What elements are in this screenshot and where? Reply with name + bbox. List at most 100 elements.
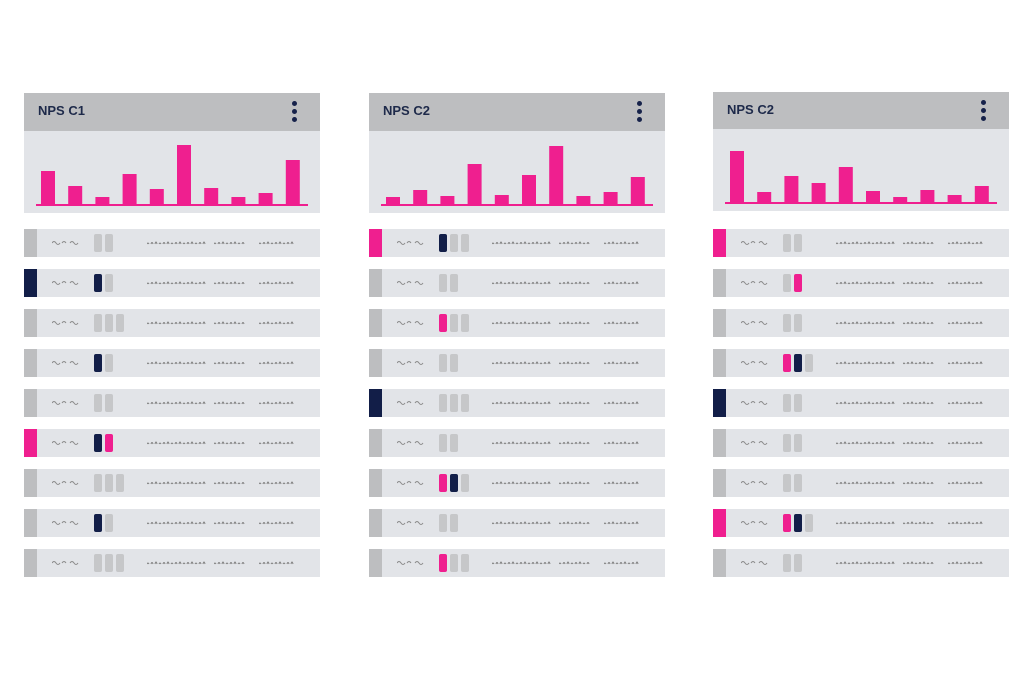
bar-1 [41, 171, 55, 204]
score-cell [783, 234, 791, 252]
score-cell [794, 474, 802, 492]
row-placeholder-scribble [147, 321, 206, 325]
row-placeholder-scribble [836, 521, 895, 525]
list-row[interactable] [24, 549, 320, 577]
list-row[interactable] [369, 389, 665, 417]
bar-1 [730, 151, 744, 202]
score-cell [439, 514, 447, 532]
list-row[interactable] [24, 469, 320, 497]
list-row[interactable] [713, 269, 1009, 297]
list-row[interactable] [24, 509, 320, 537]
score-cell [783, 554, 791, 572]
list-row[interactable] [713, 389, 1009, 417]
list-row[interactable] [24, 389, 320, 417]
list-row[interactable] [713, 349, 1009, 377]
list-row[interactable] [369, 509, 665, 537]
score-cell [794, 434, 802, 452]
row-placeholder-scribble [492, 481, 551, 485]
row-placeholder-scribble [903, 561, 934, 565]
row-placeholder-scribble [492, 241, 551, 245]
score-cell [450, 554, 458, 572]
bar-4 [811, 183, 826, 202]
list-row[interactable] [369, 549, 665, 577]
row-placeholder-scribble [492, 321, 551, 325]
score-cell [105, 274, 113, 292]
row-status-marker [369, 549, 382, 577]
row-placeholder-scribble [559, 481, 590, 485]
row-placeholder-scribble [604, 441, 639, 445]
row-placeholder-text [740, 399, 775, 407]
list-row[interactable] [369, 229, 665, 257]
score-cell [94, 234, 102, 252]
row-placeholder-scribble [903, 441, 934, 445]
row-placeholder-text [396, 279, 431, 287]
row-placeholder-scribble [214, 561, 245, 565]
score-cell [450, 314, 458, 332]
score-cell [450, 234, 458, 252]
score-cell [461, 234, 469, 252]
row-placeholder-text [396, 319, 431, 327]
bar-10 [285, 160, 300, 204]
list-row[interactable] [369, 429, 665, 457]
list-row[interactable] [24, 349, 320, 377]
row-status-marker [369, 349, 382, 377]
list-row[interactable] [713, 429, 1009, 457]
list-row[interactable] [24, 269, 320, 297]
kebab-vertical-icon[interactable] [981, 100, 987, 122]
bar-8 [231, 197, 246, 204]
score-cell [116, 314, 124, 332]
kebab-vertical-icon[interactable] [292, 101, 298, 123]
score-cell [783, 314, 791, 332]
row-status-marker [24, 309, 37, 337]
row-placeholder-scribble [259, 521, 294, 525]
row-placeholder-scribble [492, 401, 551, 405]
row-placeholder-scribble [948, 561, 983, 565]
row-status-marker [369, 229, 382, 257]
row-placeholder-scribble [214, 481, 245, 485]
score-cell [794, 234, 802, 252]
list-row[interactable] [24, 429, 320, 457]
row-placeholder-scribble [604, 281, 639, 285]
list-row[interactable] [713, 229, 1009, 257]
score-cell [461, 474, 469, 492]
bar-10 [974, 186, 989, 202]
row-placeholder-scribble [948, 521, 983, 525]
list-row[interactable] [713, 309, 1009, 337]
score-cell [439, 474, 447, 492]
row-placeholder-scribble [604, 481, 639, 485]
row-placeholder-scribble [147, 521, 206, 525]
list-row[interactable] [369, 269, 665, 297]
score-cell [450, 434, 458, 452]
row-placeholder-text [740, 439, 775, 447]
score-cell [794, 394, 802, 412]
score-cell [94, 314, 102, 332]
row-placeholder-scribble [214, 441, 245, 445]
list-row[interactable] [369, 309, 665, 337]
row-placeholder-scribble [836, 481, 895, 485]
row-placeholder-text [740, 319, 775, 327]
list-row[interactable] [369, 469, 665, 497]
list-row[interactable] [369, 349, 665, 377]
row-placeholder-scribble [836, 241, 895, 245]
chart-baseline [725, 202, 997, 204]
chart-baseline [36, 204, 308, 206]
row-status-marker [369, 429, 382, 457]
score-cell [461, 394, 469, 412]
row-placeholder-scribble [604, 321, 639, 325]
card-title: NPS C2 [383, 103, 430, 118]
row-placeholder-text [396, 359, 431, 367]
list-row[interactable] [24, 229, 320, 257]
list-row[interactable] [713, 549, 1009, 577]
list-row[interactable] [713, 469, 1009, 497]
score-cell [783, 434, 791, 452]
row-placeholder-scribble [259, 361, 294, 365]
list-row[interactable] [24, 309, 320, 337]
row-placeholder-text [51, 479, 86, 487]
list-row[interactable] [713, 509, 1009, 537]
kebab-vertical-icon[interactable] [637, 101, 643, 123]
score-cell [94, 434, 102, 452]
row-placeholder-scribble [559, 321, 590, 325]
row-placeholder-text [51, 559, 86, 567]
row-status-marker [369, 389, 382, 417]
row-placeholder-scribble [259, 561, 294, 565]
